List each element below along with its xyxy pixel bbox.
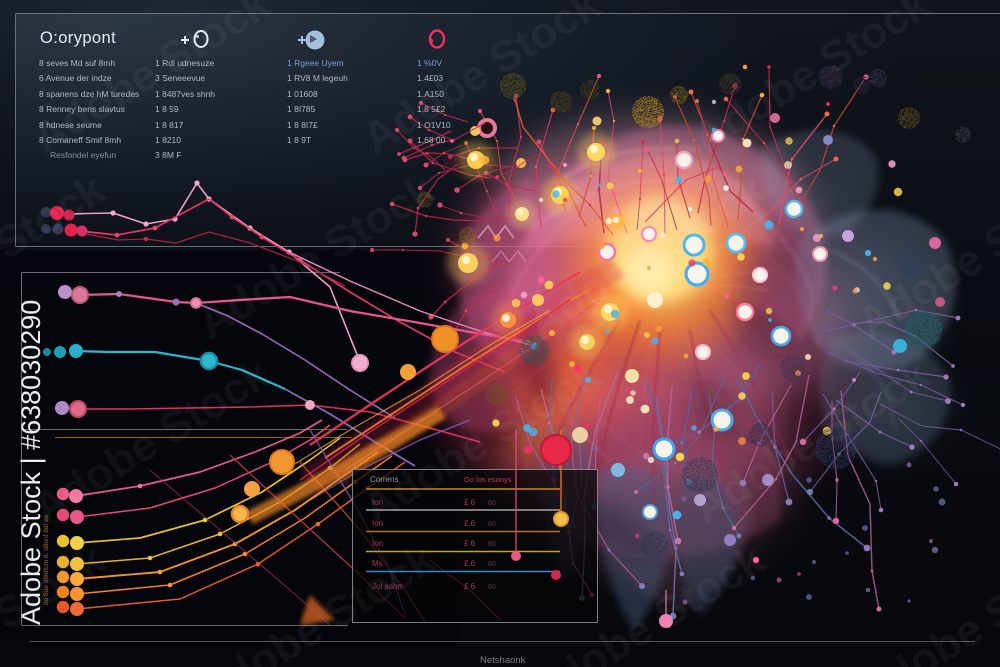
svg-text:£ 6: £ 6 (464, 498, 476, 507)
svg-text:1 Rdl udnesuze: 1 Rdl udnesuze (155, 58, 214, 68)
svg-text:1.A150: 1.A150 (417, 89, 444, 99)
svg-text:1 O1V10: 1 O1V10 (417, 120, 451, 130)
svg-text:80: 80 (488, 584, 496, 591)
svg-text:6 Avenue der indze: 6 Avenue der indze (39, 73, 112, 83)
svg-text:8 hdnese seume: 8 hdnese seume (39, 120, 102, 130)
svg-text:3 8M F: 3 8M F (155, 150, 181, 160)
svg-text:Ion: Ion (372, 519, 383, 528)
svg-text:80: 80 (488, 561, 496, 568)
svg-text:Netshaonk: Netshaonk (480, 655, 526, 666)
svg-text:1.68 00: 1.68 00 (417, 135, 446, 145)
svg-text:Correns: Correns (370, 475, 398, 484)
svg-text:Jol sdon: Jol sdon (372, 582, 402, 591)
svg-text:8o 8de df8dfum 8, d8onf 8df ee: 8o 8de df8dfum 8, d8onf 8df ee (43, 514, 50, 605)
svg-text:1 Rgeee Uyem: 1 Rgeee Uyem (287, 58, 344, 68)
svg-text:80: 80 (488, 500, 496, 507)
svg-text:Ion: Ion (372, 498, 383, 507)
svg-text:1 01608: 1 01608 (287, 89, 318, 99)
svg-text:1.8 5£2: 1.8 5£2 (417, 104, 446, 114)
svg-text:£ 6: £ 6 (464, 519, 476, 528)
svg-text:8 Renney bens slavtus: 8 Renney bens slavtus (39, 104, 125, 114)
svg-text:1.4£03: 1.4£03 (417, 73, 443, 83)
svg-text:3 Seneeevue: 3 Seneeevue (155, 73, 205, 83)
svg-text:1 8 8I7£: 1 8 8I7£ (287, 120, 318, 130)
svg-text:1 8210: 1 8210 (155, 135, 181, 145)
svg-text:O:orypont: O:orypont (40, 29, 116, 47)
svg-text:£ 6: £ 6 (464, 539, 476, 548)
svg-text:£ 6: £ 6 (464, 582, 476, 591)
svg-text:8 Comaneff Smif 8mh: 8 Comaneff Smif 8mh (39, 135, 121, 145)
svg-text:Adobe Stock | #638030290: Adobe Stock | #638030290 (16, 300, 46, 625)
svg-text:1 8487ves shnh: 1 8487ves shnh (155, 89, 215, 99)
svg-text:Ion: Ion (372, 539, 383, 548)
svg-text:1 8 59: 1 8 59 (155, 104, 179, 114)
svg-text:1 RV8 M legeuh: 1 RV8 M legeuh (287, 73, 348, 83)
svg-text:1 8I785: 1 8I785 (287, 104, 316, 114)
svg-text:8 seves Md suf 8mh: 8 seves Md suf 8mh (39, 58, 115, 68)
svg-text:Go los esonys: Go los esonys (464, 475, 512, 484)
svg-text:1 8 9T: 1 8 9T (287, 135, 311, 145)
svg-text:1 8 817: 1 8 817 (155, 120, 184, 130)
svg-text:1 %0V: 1 %0V (417, 58, 442, 68)
svg-text:Ms: Ms (372, 559, 383, 568)
svg-text:80: 80 (488, 521, 496, 528)
svg-text:8 spanens dze hM turedes: 8 spanens dze hM turedes (39, 89, 139, 99)
svg-text:80: 80 (488, 541, 496, 548)
svg-text:Resfondel eyefun: Resfondel eyefun (50, 150, 116, 160)
svg-text:£ 6: £ 6 (464, 559, 476, 568)
